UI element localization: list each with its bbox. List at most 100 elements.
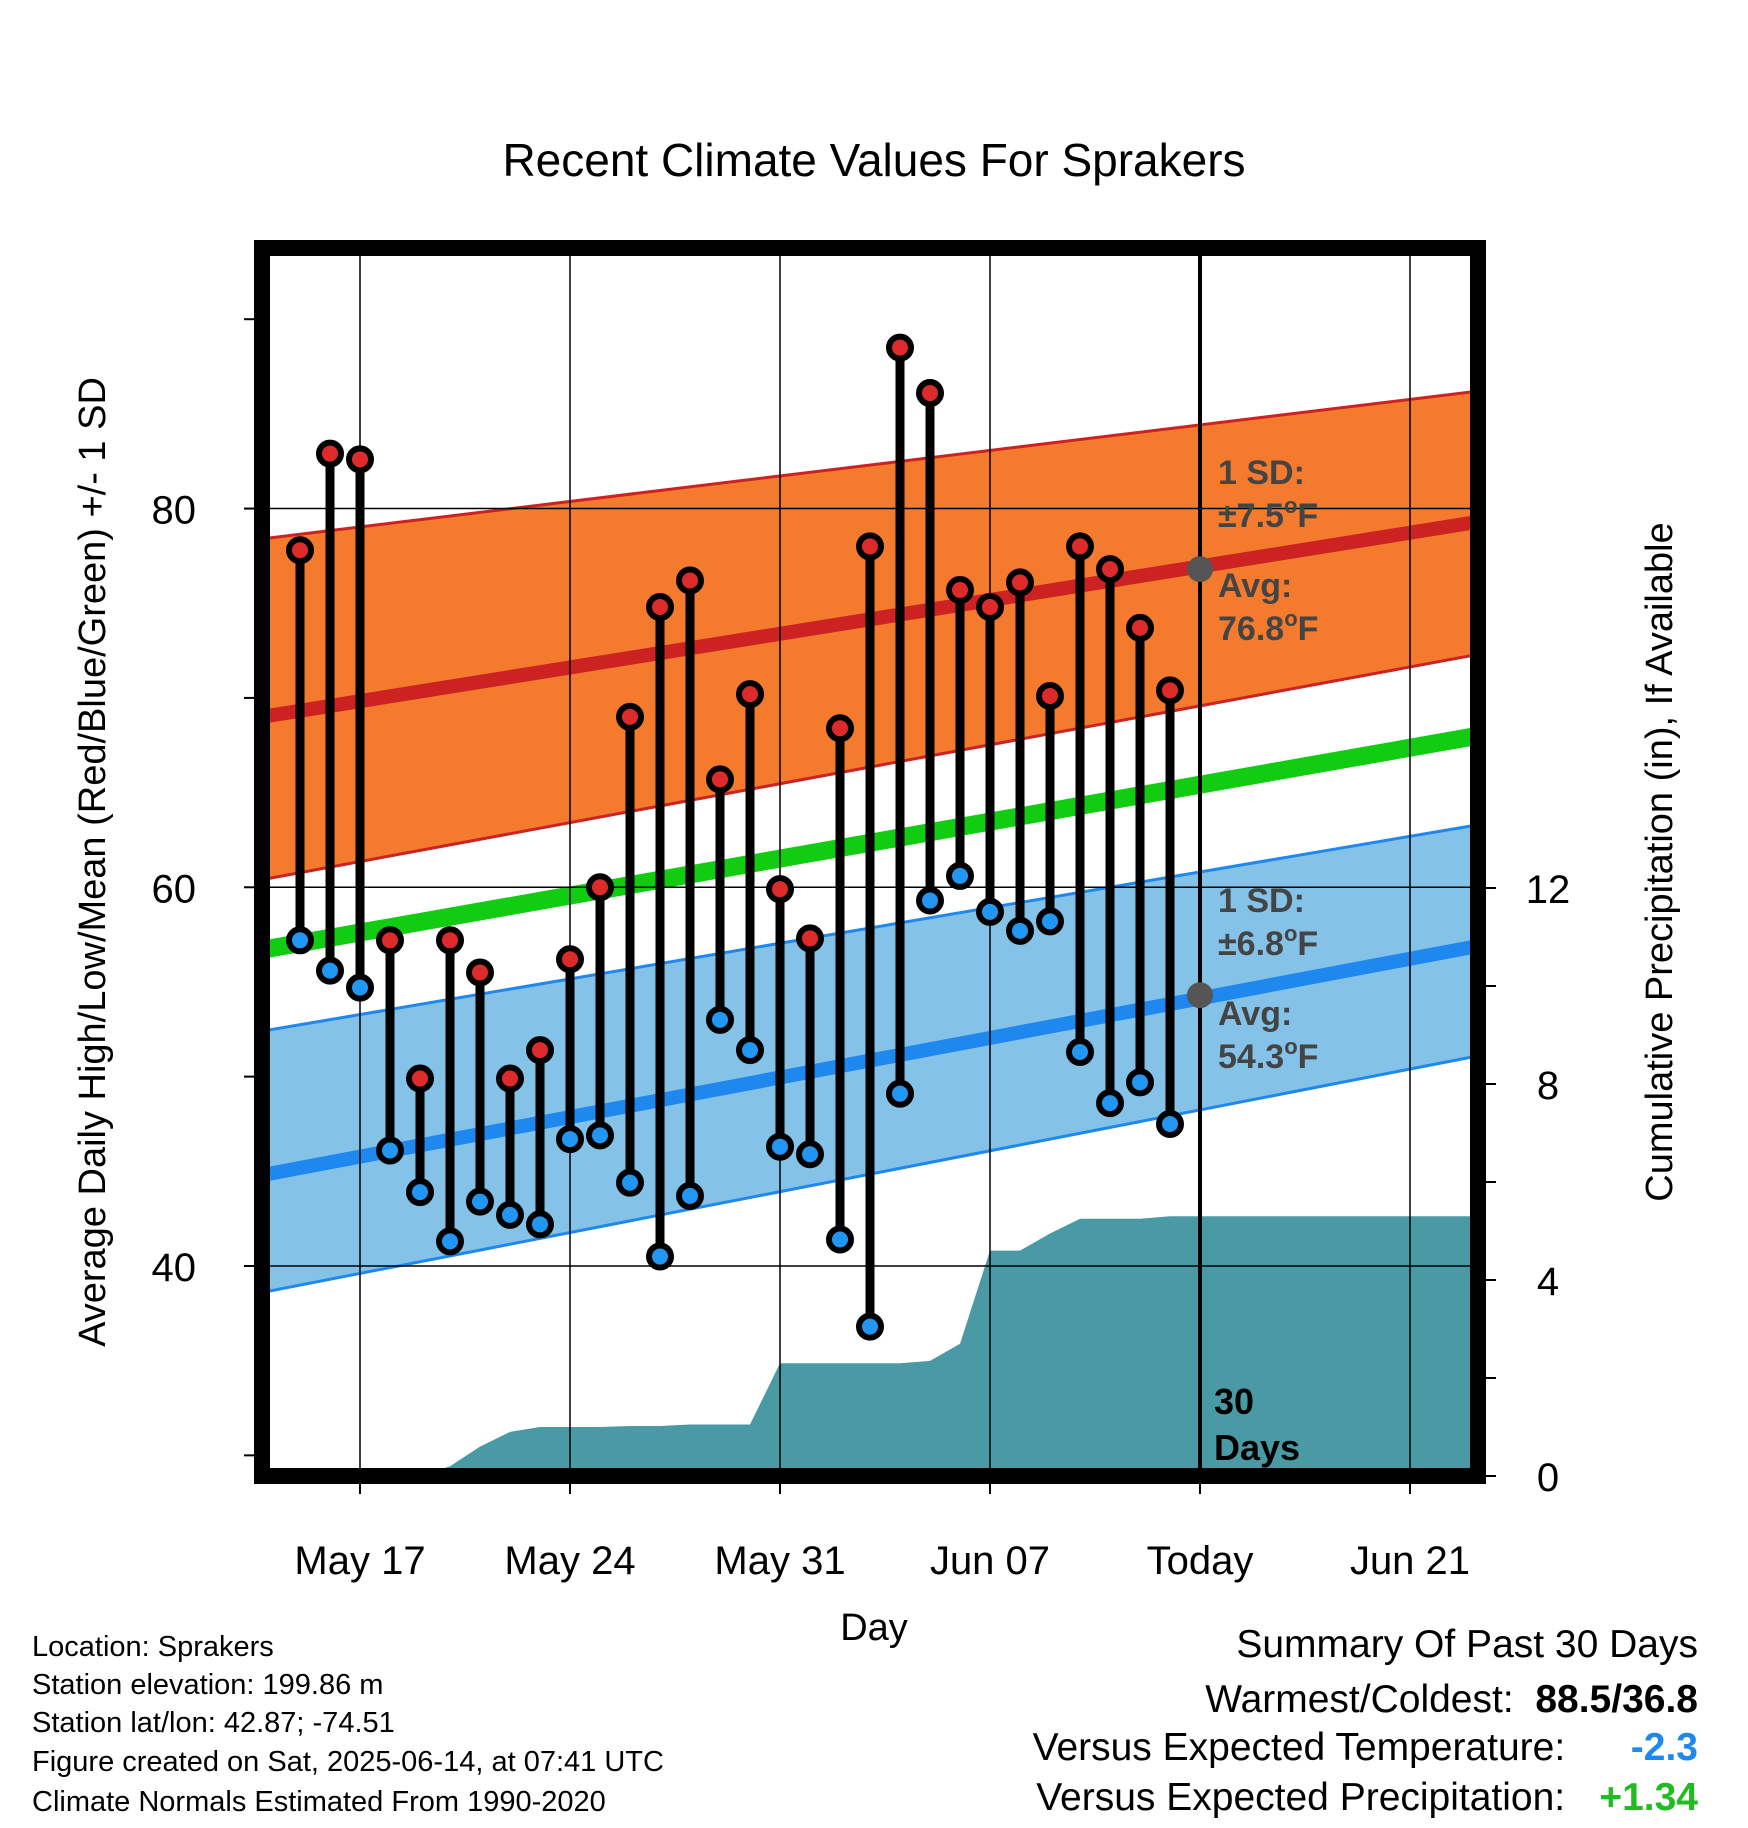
daily-low-point — [736, 1036, 764, 1065]
daily-low-point — [676, 1181, 704, 1210]
x-tick-label: May 17 — [294, 1539, 425, 1583]
daily-low-point — [886, 1079, 914, 1108]
daily-high-point — [646, 593, 674, 622]
x-tick-label: May 24 — [504, 1539, 635, 1583]
daily-low-point — [1066, 1038, 1094, 1067]
daily-high-point — [526, 1036, 554, 1065]
daily-low-point — [796, 1140, 824, 1169]
latlon-text: Station lat/lon: 42.87; -74.51 — [32, 1707, 395, 1739]
daily-high-point — [856, 532, 884, 561]
plot-frame — [254, 240, 1486, 1484]
y-left-tick-label: 60 — [152, 867, 197, 911]
daily-high-point — [406, 1064, 434, 1093]
daily-high-point — [376, 926, 404, 955]
low-avg-note-label: Avg: — [1218, 995, 1292, 1033]
x-tick-label: Jun 21 — [1350, 1539, 1470, 1583]
daily-high-point — [736, 680, 764, 709]
daily-low-point — [286, 926, 314, 955]
y-left-tick-label: 40 — [152, 1246, 197, 1290]
x-tick-label: Jun 07 — [930, 1539, 1050, 1583]
daily-high-point — [946, 575, 974, 604]
daily-high-point — [766, 875, 794, 904]
normals-text: Climate Normals Estimated From 1990-2020 — [32, 1786, 606, 1818]
daily-high-point — [1066, 532, 1094, 561]
summary-heading: Summary Of Past 30 Days — [1236, 1623, 1698, 1666]
warmest-coldest-label: Warmest/Coldest: — [1205, 1678, 1514, 1721]
y-axis-label-left: Average Daily High/Low/Mean (Red/Blue/Gr… — [72, 377, 114, 1347]
temp-anomaly-row: Versus Expected Temperature: -2.3 — [1033, 1728, 1698, 1767]
y-right-tick-label: 4 — [1537, 1260, 1559, 1304]
daily-low-point — [496, 1200, 524, 1229]
daily-low-point — [856, 1312, 884, 1341]
elevation-text: Station elevation: 199.86 m — [32, 1669, 384, 1701]
warmest-coldest-value: 88.5/36.8 — [1535, 1678, 1698, 1721]
daily-low-point — [946, 861, 974, 890]
daily-low-point — [466, 1187, 494, 1216]
daily-low-point — [406, 1178, 434, 1207]
observations — [286, 333, 1184, 1341]
daily-high-point — [436, 926, 464, 955]
daily-low-point — [586, 1121, 614, 1150]
daily-high-point — [556, 945, 584, 974]
daily-low-point — [526, 1210, 554, 1239]
high-sd-note-label: 1 SD: — [1218, 454, 1305, 492]
daily-low-point — [436, 1227, 464, 1256]
y-right-tick-label: 0 — [1537, 1456, 1559, 1500]
x-tick-label: May 31 — [714, 1539, 845, 1583]
daily-high-point — [1156, 676, 1184, 705]
daily-high-point — [826, 714, 854, 743]
daily-high-point — [1036, 682, 1064, 711]
chart-title: Recent Climate Values For Sprakers — [502, 134, 1245, 186]
daily-low-point — [616, 1168, 644, 1197]
daily-high-point — [586, 873, 614, 902]
daily-high-point — [976, 593, 1004, 622]
daily-low-point — [766, 1132, 794, 1161]
daily-low-point — [376, 1136, 404, 1165]
daily-low-point — [916, 886, 944, 915]
daily-low-point — [976, 897, 1004, 926]
y-left-tick-label: 80 — [152, 489, 197, 533]
plot-overlays: May 17 May 24 May 31 Jun 07 Today Jun 2140608… — [152, 240, 1570, 1583]
high-sd-note-value: ±7.5oF — [1218, 493, 1318, 535]
daily-low-point — [556, 1125, 584, 1154]
daily-low-point — [316, 956, 344, 985]
days-count-label: 30 — [1214, 1381, 1254, 1422]
y-axis-label-right: Cumulative Precipitation (in), If Availa… — [1639, 522, 1681, 1201]
daily-high-point — [1126, 613, 1154, 642]
x-tick-label: Today — [1147, 1539, 1254, 1583]
daily-high-point — [1006, 568, 1034, 597]
days-word-label: Days — [1214, 1427, 1300, 1468]
warmest-coldest-row: Warmest/Coldest: 88.5/36.8 — [1205, 1680, 1698, 1719]
created-text: Figure created on Sat, 2025-06-14, at 07… — [32, 1746, 664, 1778]
daily-high-point — [466, 958, 494, 987]
daily-high-point — [286, 536, 314, 565]
daily-high-point — [496, 1064, 524, 1093]
high-avg-note-value: 76.8oF — [1218, 606, 1318, 648]
daily-low-point — [1096, 1089, 1124, 1118]
precip-anomaly-value: +1.34 — [1599, 1776, 1698, 1819]
daily-low-point — [706, 1005, 734, 1034]
daily-low-point — [1036, 907, 1064, 936]
daily-high-point — [796, 924, 824, 953]
daily-high-point — [346, 445, 374, 474]
y-right-tick-label: 8 — [1537, 1064, 1559, 1108]
location-text: Location: Sprakers — [32, 1631, 274, 1663]
daily-high-point — [706, 765, 734, 794]
daily-high-point — [886, 333, 914, 362]
today-high-avg-marker — [1187, 556, 1213, 583]
daily-high-point — [316, 439, 344, 468]
daily-high-point — [616, 702, 644, 731]
low-sd-note-value: ±6.8oF — [1218, 921, 1318, 963]
daily-low-point — [826, 1225, 854, 1254]
precip-area — [300, 1216, 1478, 1476]
daily-low-point — [1126, 1068, 1154, 1097]
daily-low-point — [1006, 916, 1034, 945]
precip-anomaly-row: Versus Expected Precipitation: +1.34 — [1036, 1778, 1698, 1817]
daily-low-point — [346, 973, 374, 1002]
daily-low-point — [1156, 1109, 1184, 1138]
daily-high-point — [916, 379, 944, 408]
temp-anomaly-label: Versus Expected Temperature: — [1032, 1726, 1566, 1769]
low-sd-note-label: 1 SD: — [1218, 882, 1305, 920]
